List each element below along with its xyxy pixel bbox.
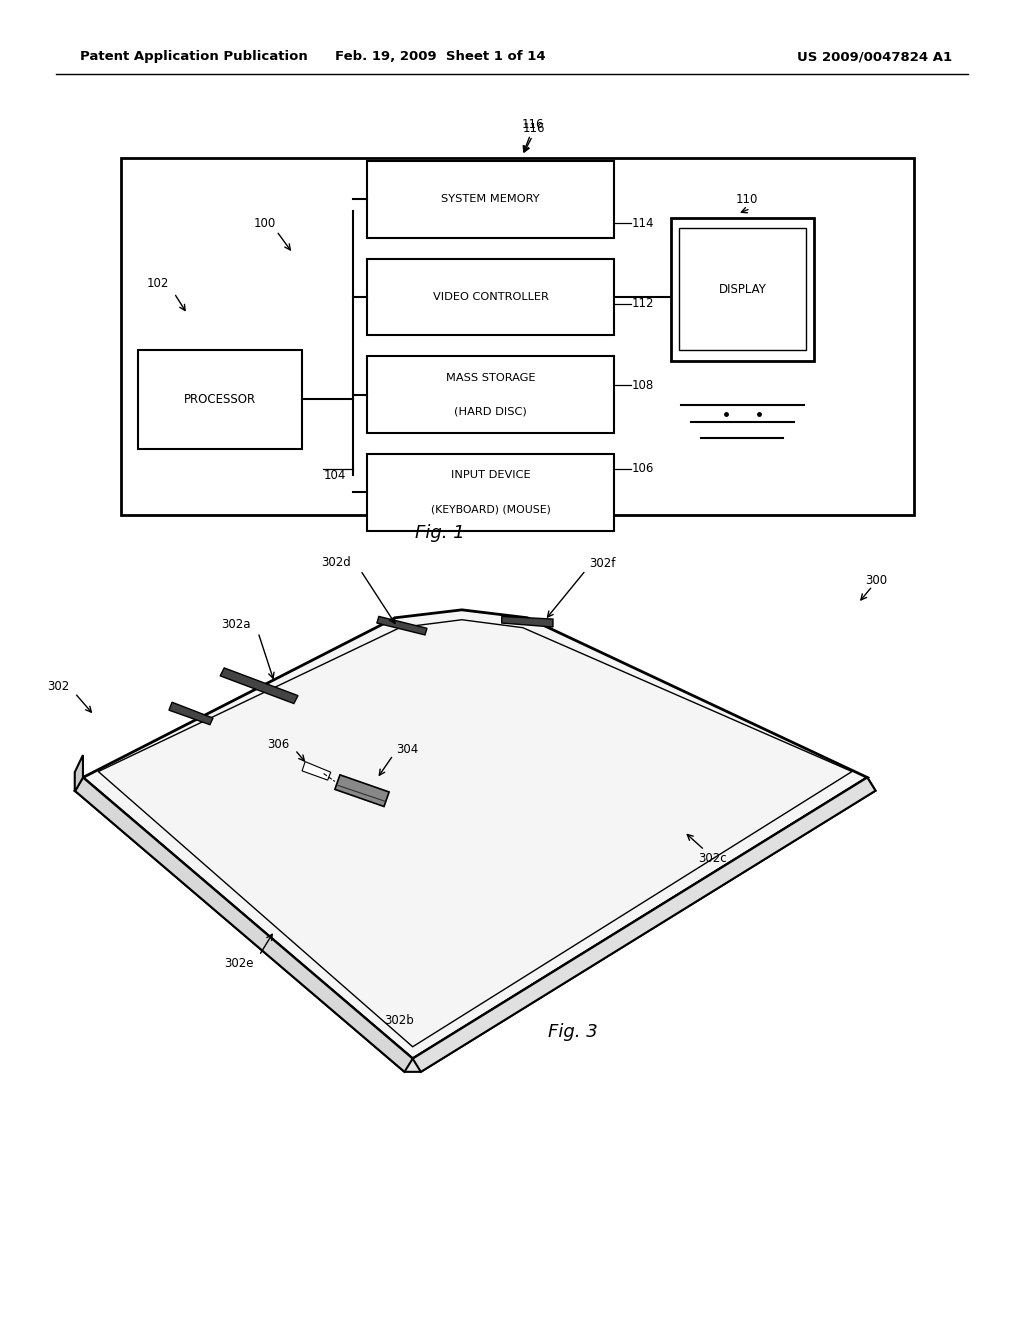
Text: 112: 112: [632, 297, 654, 310]
Polygon shape: [335, 775, 389, 807]
Text: 304: 304: [396, 743, 419, 756]
Bar: [367, 454, 614, 531]
Polygon shape: [98, 619, 852, 1047]
Text: VIDEO CONTROLLER: VIDEO CONTROLLER: [432, 292, 549, 302]
Text: 100: 100: [254, 216, 276, 230]
Polygon shape: [220, 668, 298, 704]
Polygon shape: [75, 777, 413, 1072]
Text: SYSTEM MEMORY: SYSTEM MEMORY: [441, 194, 540, 205]
Polygon shape: [75, 777, 876, 1072]
Text: 302d: 302d: [322, 556, 351, 569]
Polygon shape: [502, 616, 553, 627]
Polygon shape: [302, 762, 331, 780]
Bar: [367, 356, 614, 433]
Polygon shape: [83, 610, 867, 1059]
Text: 302e: 302e: [224, 957, 254, 970]
Text: 114: 114: [632, 216, 654, 230]
Polygon shape: [75, 755, 83, 792]
Text: 102: 102: [146, 277, 169, 290]
Text: DISPLAY: DISPLAY: [719, 282, 766, 296]
Bar: [367, 259, 614, 335]
Text: Feb. 19, 2009  Sheet 1 of 14: Feb. 19, 2009 Sheet 1 of 14: [335, 50, 546, 63]
Bar: [671, 218, 814, 362]
Text: 106: 106: [632, 462, 654, 475]
Bar: [679, 228, 806, 351]
Text: 108: 108: [632, 379, 654, 392]
Polygon shape: [413, 777, 876, 1072]
Text: 104: 104: [324, 469, 346, 482]
Text: Patent Application Publication: Patent Application Publication: [80, 50, 307, 63]
Text: 300: 300: [865, 574, 888, 587]
Text: 302: 302: [47, 680, 70, 693]
Bar: [121, 158, 914, 515]
Text: Fig. 3: Fig. 3: [548, 1023, 598, 1041]
Text: Fig. 1: Fig. 1: [416, 524, 465, 543]
Text: INPUT DEVICE: INPUT DEVICE: [451, 470, 530, 480]
Text: 116: 116: [522, 121, 545, 135]
Text: (HARD DISC): (HARD DISC): [454, 407, 527, 417]
Text: 302b: 302b: [384, 1014, 415, 1027]
Text: 306: 306: [267, 738, 290, 751]
Bar: [367, 161, 614, 238]
Text: MASS STORAGE: MASS STORAGE: [445, 372, 536, 383]
Bar: [138, 350, 302, 449]
Text: PROCESSOR: PROCESSOR: [184, 393, 256, 405]
Text: US 2009/0047824 A1: US 2009/0047824 A1: [798, 50, 952, 63]
Text: 302a: 302a: [221, 618, 251, 631]
Text: (KEYBOARD) (MOUSE): (KEYBOARD) (MOUSE): [430, 504, 551, 515]
Text: 110: 110: [735, 193, 758, 206]
Polygon shape: [377, 616, 427, 635]
Text: 302f: 302f: [589, 557, 615, 570]
Polygon shape: [169, 702, 213, 725]
Text: 302c: 302c: [698, 851, 727, 865]
Text: 116: 116: [521, 117, 544, 131]
